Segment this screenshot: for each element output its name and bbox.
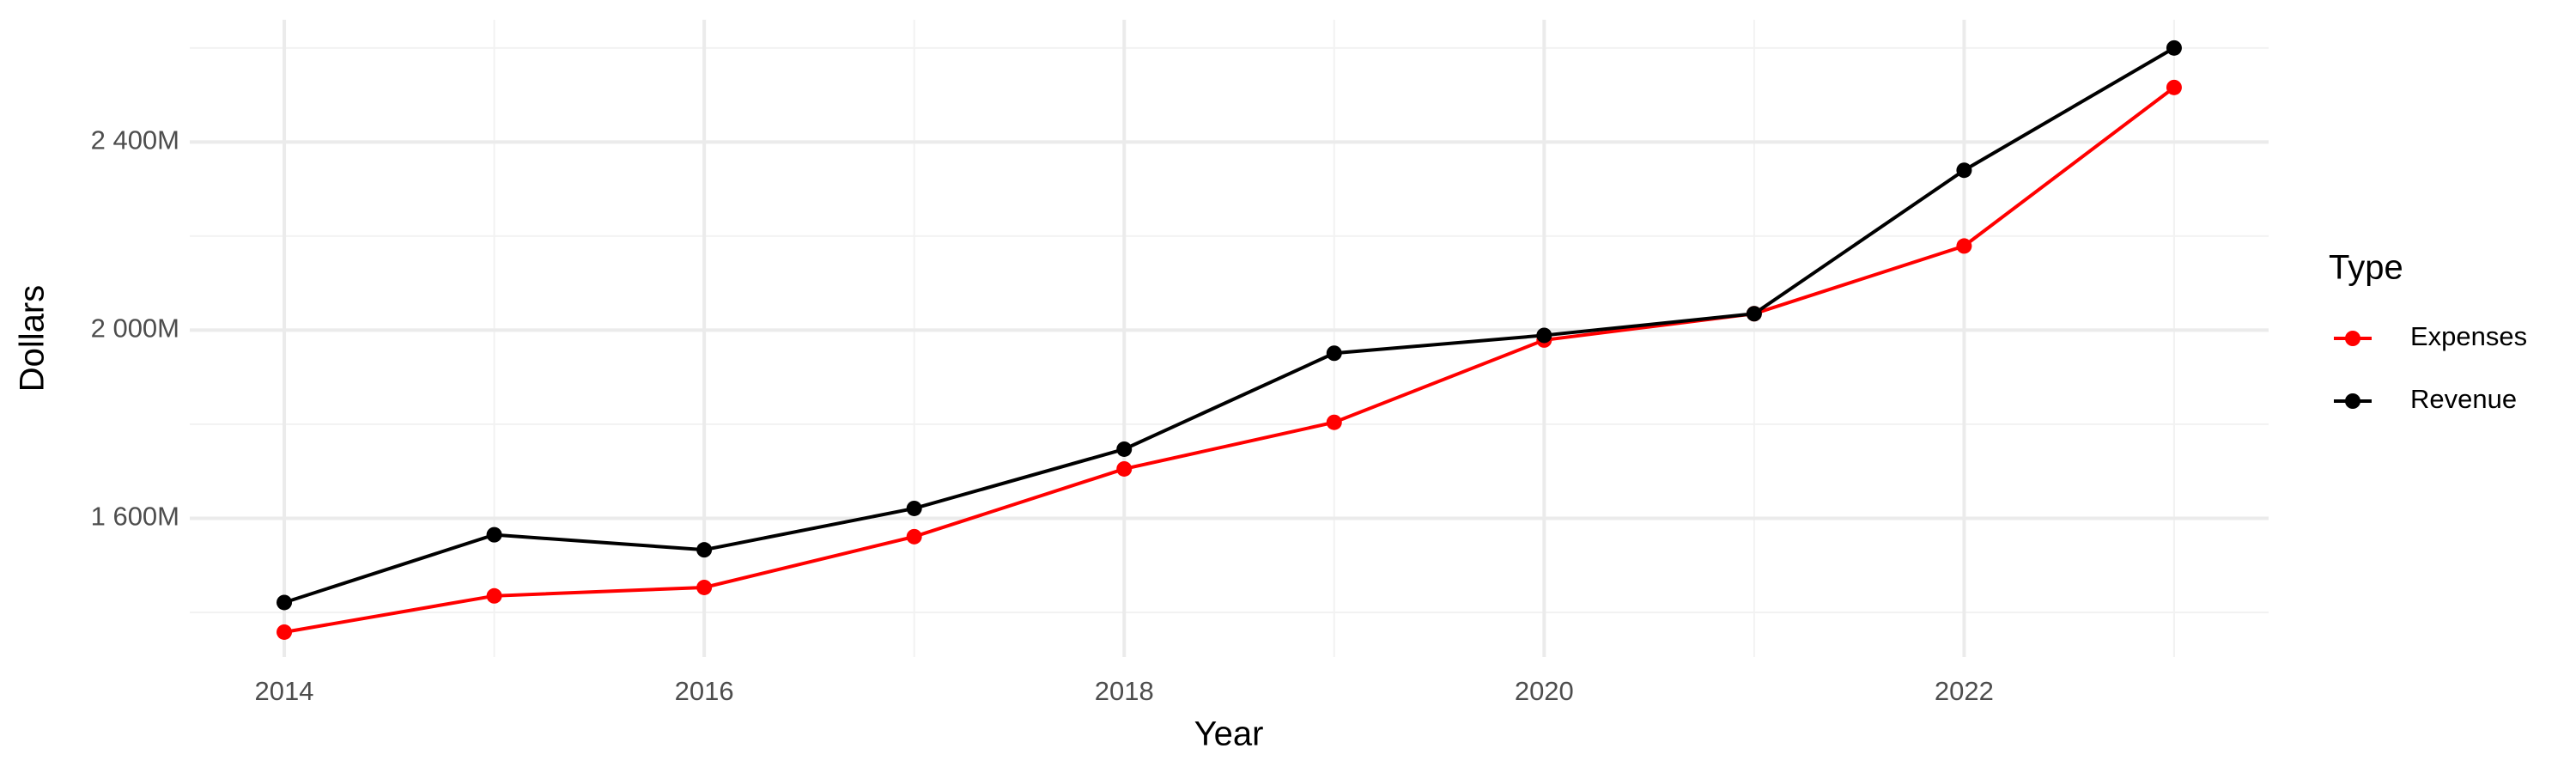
y-tick-label: 2 400M — [91, 125, 179, 155]
x-tick-label: 2016 — [675, 676, 734, 706]
data-point — [696, 542, 713, 558]
series-line — [283, 86, 2176, 634]
data-point — [486, 587, 502, 604]
data-point — [696, 579, 713, 595]
legend-key-point — [2345, 393, 2360, 409]
data-point — [276, 624, 293, 640]
data-point — [906, 528, 922, 545]
legend-label: Revenue — [2410, 384, 2517, 414]
data-point — [1326, 414, 1342, 430]
data-point — [1956, 162, 1972, 179]
data-point — [2166, 40, 2182, 56]
series-line — [283, 46, 2175, 605]
data-point — [1746, 306, 1762, 322]
data-point — [1116, 460, 1133, 477]
data-point — [1326, 345, 1342, 362]
data-point — [1536, 327, 1552, 344]
x-tick-label: 2020 — [1515, 676, 1574, 706]
data-point — [2166, 79, 2182, 95]
data-point — [1116, 441, 1133, 457]
legend-title: Type — [2329, 249, 2403, 287]
y-tick-label: 1 600M — [91, 502, 179, 532]
y-tick-label: 2 000M — [91, 313, 179, 344]
legend-key-point — [2345, 331, 2360, 346]
x-axis-title: Year — [1194, 715, 1264, 753]
x-tick-label: 2014 — [255, 676, 314, 706]
data-point — [1956, 238, 1972, 254]
data-point — [276, 594, 293, 611]
y-axis-title: Dollars — [14, 285, 52, 392]
data-point — [906, 500, 922, 516]
data-point — [486, 526, 502, 543]
x-tick-label: 2022 — [1935, 676, 1994, 706]
legend-label: Expenses — [2410, 321, 2527, 351]
x-tick-label: 2018 — [1095, 676, 1154, 706]
